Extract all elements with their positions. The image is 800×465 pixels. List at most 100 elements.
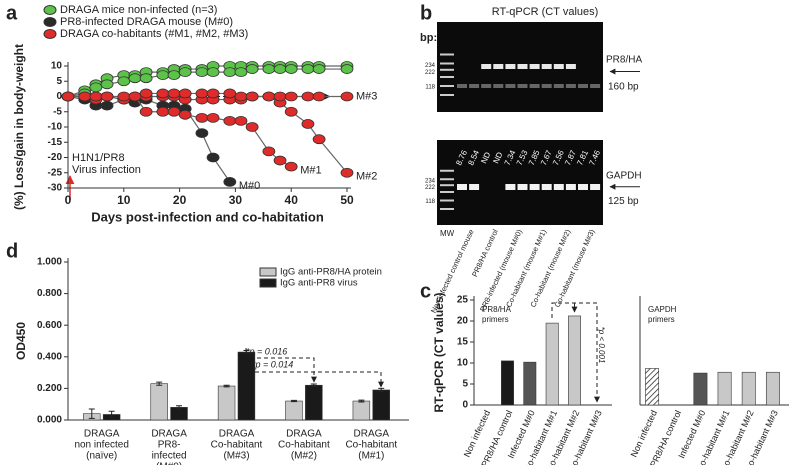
annotation: primers [648,315,675,324]
legend-marker [43,29,57,39]
y-tick-label: -25 [48,167,63,178]
point [139,106,153,117]
band [565,64,576,69]
ladder-band [440,76,454,78]
legend-label: IgG anti-PR8 virus [280,278,358,289]
band [590,184,601,190]
point [167,106,181,117]
point [284,106,298,117]
marker-label: 222 [425,70,436,76]
band [565,84,576,88]
band [517,184,528,190]
x-tick-label: 0 [65,193,72,207]
point [139,88,153,99]
band [517,64,528,69]
x-tick-label: Co-habitant [211,440,263,451]
x-tick-label: 20 [173,193,187,207]
p-label: *p = 0.014 [252,359,293,369]
band [553,184,564,190]
ladder-band [440,184,454,187]
band [469,84,480,88]
point [284,64,298,74]
bp-label: bp: [420,32,437,44]
curve-label: M#1 [300,165,321,177]
band [565,184,576,190]
point [301,64,315,74]
gel-image [437,140,603,225]
band [590,84,601,88]
panel-letter: b [420,2,432,24]
x-tick-label: PR8- [158,440,181,451]
point [234,91,248,102]
ladder-band [440,53,454,56]
ladder-band [440,178,454,181]
ladder-band [440,169,454,172]
curve-label: M#3 [356,90,377,102]
point [128,73,142,84]
ladder-band [440,85,454,87]
y-tick-label: 0 [462,400,468,411]
y-tick-label: -10 [48,122,63,133]
y-tick-label: 0 [56,91,62,102]
point [167,70,181,81]
x-tick-label: (naïve) [86,451,117,462]
ladder-band [440,94,454,96]
point [223,176,237,187]
x-tick-label: infected [152,451,187,462]
point [117,91,131,102]
band [553,64,564,69]
curve-label: M#0 [239,180,260,192]
point [301,119,315,129]
point [262,146,276,157]
bar [765,371,780,406]
marker-label: 118 [425,199,435,205]
band [578,184,588,190]
x-tick-label: 30 [229,193,243,207]
p-label: *p < 0.001 [597,327,606,364]
point [89,91,103,102]
point [262,91,276,102]
lane-label: Non infected control mouse [429,228,476,315]
x-tick-label: DRAGA [84,429,120,440]
bar [305,384,323,421]
ladder-band [440,62,454,65]
band [529,64,540,69]
point [340,64,354,74]
error-bar [310,383,317,388]
legend-label: DRAGA co-habitants (#M1, #M2, #M3) [60,28,248,40]
marker-label: 222 [425,185,436,191]
y-tick-label: 5 [462,379,468,390]
band [529,84,540,88]
bar [717,371,732,406]
point [262,64,276,74]
gel-band-label: GAPDH [606,170,642,181]
point [245,122,259,132]
x-tick-label: DRAGA [286,429,322,440]
band [541,184,552,190]
y-tick-label: -30 [48,183,63,194]
point [156,88,170,99]
marker-label: 234 [425,178,436,184]
band [505,64,516,69]
x-tick-label: (M#3) [223,451,249,462]
gel-title: RT-qPCR (CT values) [492,6,599,18]
band [541,64,552,69]
point [234,116,248,126]
point [167,88,181,99]
gel-band-label: PR8/HA [606,54,642,65]
point [100,100,114,111]
band [553,84,564,88]
y-tick-label: 0.400 [37,351,62,362]
point [195,112,209,123]
point [312,64,326,74]
point [89,82,103,93]
error-bar [156,381,163,386]
x-axis-label: Days post-infection and co-habitation [91,209,324,224]
point [178,67,192,77]
point [223,67,237,77]
x-tick-label: Co-habitant [278,440,330,451]
error-bar [176,405,183,410]
band [529,184,540,190]
annotation: GAPDH [648,305,677,314]
